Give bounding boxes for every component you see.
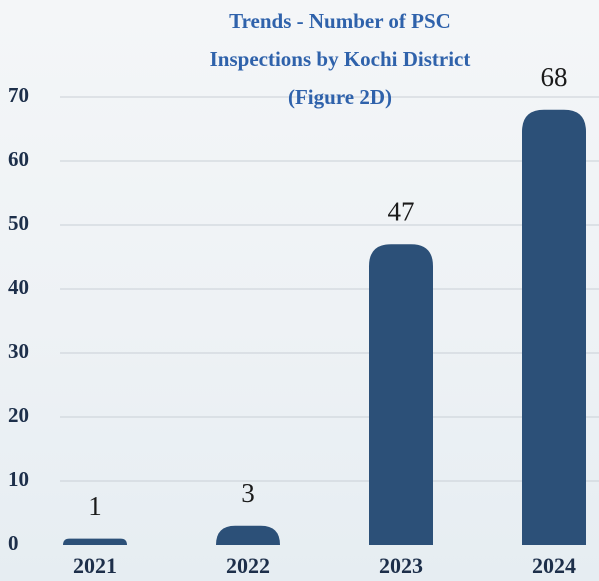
value-label: 1: [88, 491, 102, 521]
value-label: 47: [388, 196, 415, 226]
x-tick-label: 2023: [379, 553, 423, 578]
y-tick-label: 40: [8, 275, 29, 299]
x-tick-label: 2022: [226, 553, 270, 578]
bar: [522, 109, 586, 546]
y-tick-label: 50: [8, 211, 29, 235]
value-label: 3: [241, 478, 255, 508]
bar: [63, 538, 127, 545]
x-tick-label: 2021: [73, 553, 117, 578]
y-tick-label: 30: [8, 339, 29, 363]
bar: [216, 525, 280, 545]
chart-title: Trends - Number of PSC Inspections by Ko…: [209, 9, 471, 109]
y-tick-label: 70: [8, 83, 29, 107]
y-tick-label: 10: [8, 467, 29, 491]
y-tick-label: 0: [8, 531, 19, 555]
x-tick-label: 2024: [532, 553, 576, 578]
y-tick-label: 20: [8, 403, 29, 427]
y-tick-label: 60: [8, 147, 29, 171]
value-label: 68: [541, 62, 568, 92]
bar: [369, 244, 433, 545]
